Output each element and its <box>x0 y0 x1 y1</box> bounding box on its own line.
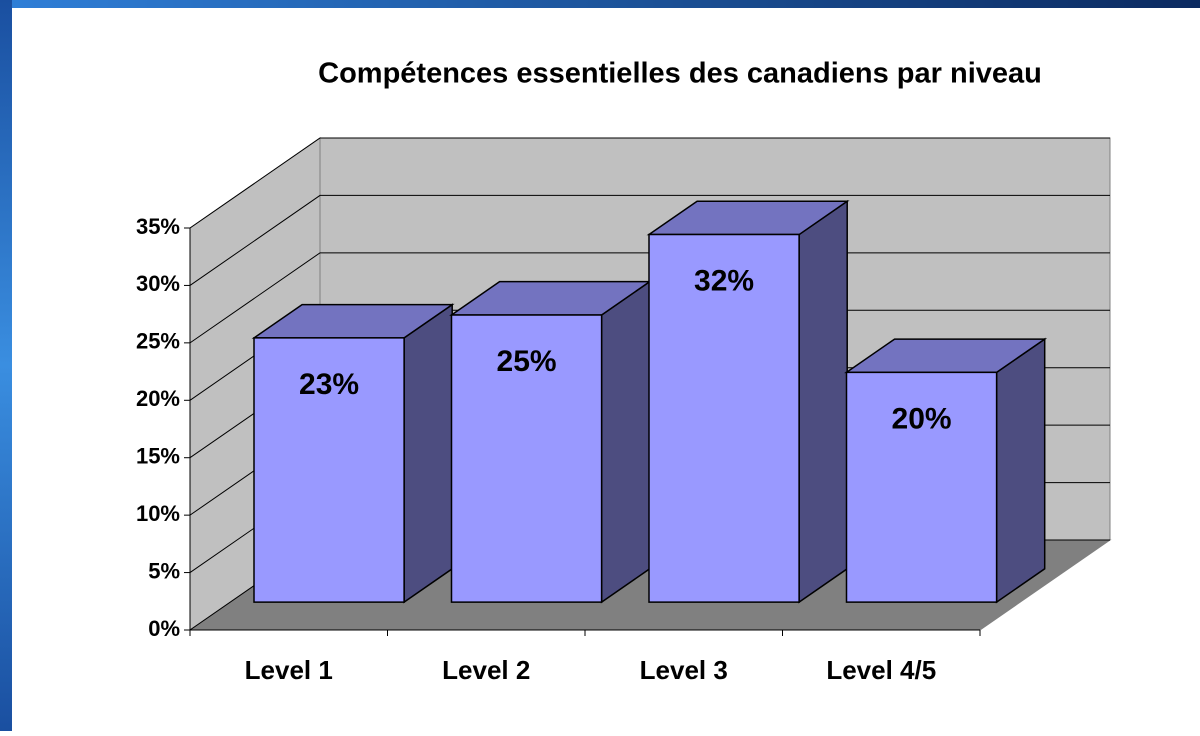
bar-side <box>600 280 651 604</box>
y-tick-label: 15% <box>136 444 180 469</box>
y-tick-label: 25% <box>136 329 180 354</box>
y-tick-label: 20% <box>136 386 180 411</box>
grid-line <box>189 194 1110 286</box>
frame-left <box>0 0 12 731</box>
y-tick-label: 35% <box>136 214 180 239</box>
data-label: 25% <box>497 345 557 378</box>
x-tick-label: Level 2 <box>442 655 530 685</box>
y-tick-label: 5% <box>148 558 180 583</box>
bar-side <box>995 337 1046 604</box>
x-tick-label: Level 3 <box>640 655 728 685</box>
data-label: 20% <box>892 402 952 435</box>
grid-line <box>189 137 1110 229</box>
data-label: 23% <box>299 368 359 401</box>
y-tick-label: 0% <box>148 616 180 641</box>
bar-side <box>403 303 453 604</box>
chart-title: Compétences essentielles des canadiens p… <box>318 58 1042 90</box>
bar <box>648 233 800 603</box>
frame-top <box>0 0 1200 8</box>
data-label: 32% <box>694 264 754 297</box>
bar <box>253 337 405 603</box>
bar <box>845 371 998 603</box>
bar <box>450 314 603 603</box>
x-tick-label: Level 4/5 <box>826 655 936 685</box>
y-tick-label: 10% <box>136 501 180 526</box>
y-tick-label: 30% <box>136 271 180 296</box>
x-tick-label: Level 1 <box>245 655 333 685</box>
bar-side <box>798 199 848 604</box>
